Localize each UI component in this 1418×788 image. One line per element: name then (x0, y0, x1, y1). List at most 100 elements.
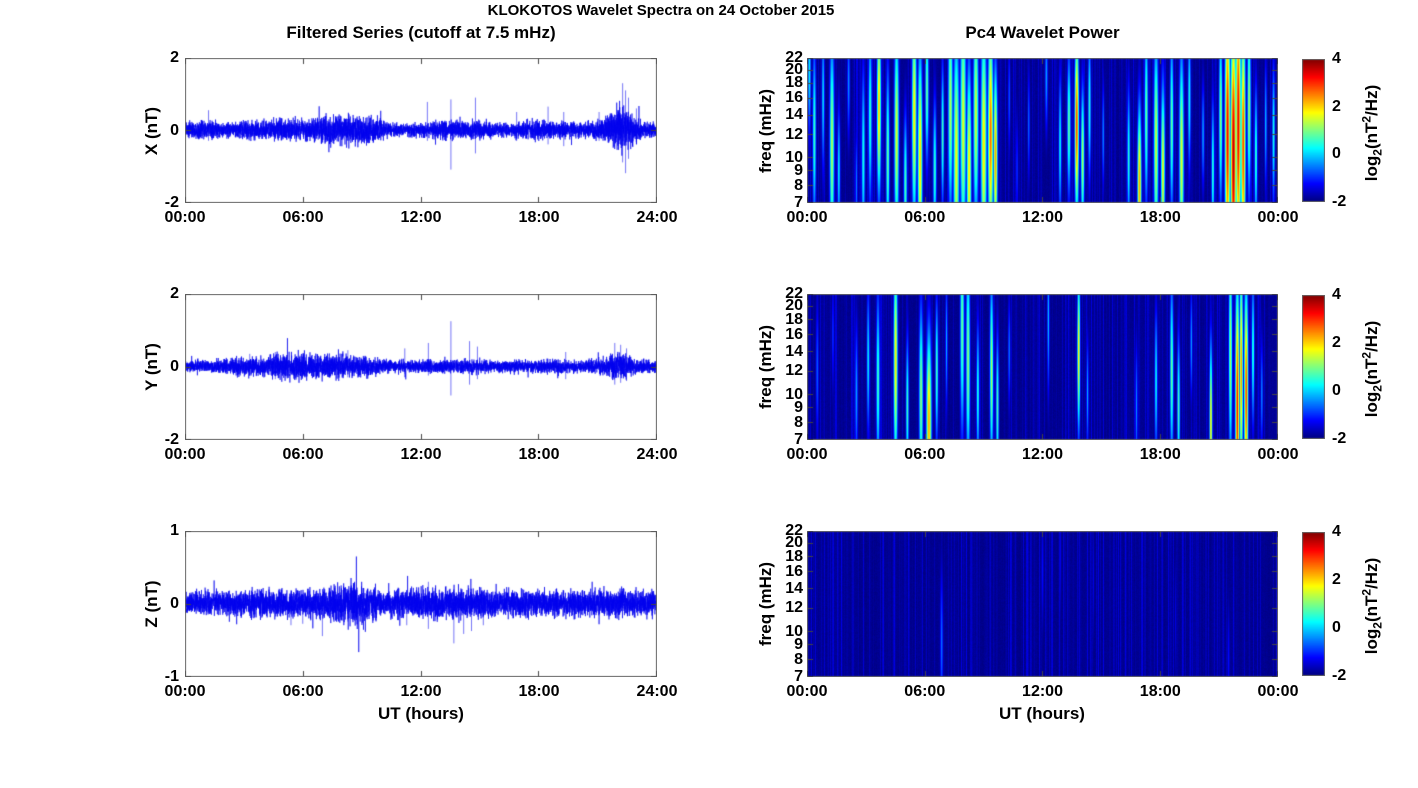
tick-label: 20 (785, 297, 803, 315)
tick-label: 18:00 (1139, 209, 1181, 226)
colorbar-z-canvas (1302, 532, 1325, 676)
tick-label: 00:00 (164, 209, 206, 226)
tick-label: 10 (785, 148, 803, 166)
tick-label: 9 (794, 398, 803, 416)
tick-label: 00:00 (786, 683, 828, 700)
tick-label: 00:00 (786, 209, 828, 226)
tick-label: 7 (794, 431, 803, 448)
tick-label: 24:00 (636, 446, 678, 463)
tick-label: 12 (785, 125, 803, 143)
tick-label: 2 (170, 285, 179, 302)
left-xaxis-label: UT (hours) (378, 704, 464, 723)
tick-label: -2 (1332, 430, 1347, 447)
z-wavelet-freq-label: freq (mHz) (756, 561, 775, 647)
tick-label: 2 (1332, 571, 1341, 588)
tick-label: 06:00 (904, 683, 946, 700)
z-wavelet-heatmap-canvas (807, 531, 1278, 677)
tick-label: 12 (785, 599, 803, 617)
tick-label: 8 (794, 650, 803, 668)
tick-label: 12:00 (400, 446, 442, 463)
y-wavelet-heatmap-canvas (807, 294, 1278, 440)
y-wavelet-freq-label: freq (mHz) (756, 324, 775, 410)
tick-label: -1 (164, 668, 179, 685)
tick-label: 7 (794, 194, 803, 211)
tick-label: 0 (1332, 145, 1341, 163)
right-xaxis-label: UT (hours) (999, 704, 1085, 723)
figure-title: KLOKOTOS Wavelet Spectra on 24 October 2… (487, 2, 835, 19)
tick-label: 18:00 (518, 683, 560, 700)
tick-label: 00:00 (1257, 446, 1299, 463)
tick-label: 0 (1332, 619, 1341, 636)
tick-label: 10 (785, 385, 803, 403)
colorbar-label: log2(nT2/Hz) (1359, 557, 1385, 655)
tick-label: 18 (785, 547, 803, 565)
tick-label: 7 (794, 668, 803, 685)
x-series-ylabel: X (nT) (142, 106, 161, 155)
tick-label: 12 (785, 362, 803, 380)
tick-label: -2 (1332, 193, 1347, 210)
tick-label: 00:00 (1257, 683, 1299, 700)
tick-label: 22 (785, 49, 803, 66)
tick-label: 00:00 (1257, 209, 1299, 226)
tick-label: 12:00 (1022, 683, 1063, 700)
tick-label: 16 (785, 562, 803, 580)
tick-label: 00:00 (164, 446, 206, 463)
tick-label: 2 (170, 49, 179, 66)
tick-label: 18:00 (1139, 446, 1181, 463)
z-filtered-series-canvas (185, 531, 657, 677)
tick-label: 4 (1332, 50, 1341, 67)
tick-label: -2 (164, 431, 179, 448)
tick-label: 8 (794, 413, 803, 431)
tick-label: 14 (785, 579, 803, 597)
tick-label: 18:00 (518, 209, 560, 226)
tick-label: 06:00 (282, 209, 324, 226)
tick-label: 9 (794, 162, 803, 180)
x-wavelet-heatmap-canvas (807, 58, 1278, 203)
tick-label: 10 (785, 622, 803, 640)
tick-label: 06:00 (282, 446, 324, 463)
tick-label: 2 (1332, 334, 1341, 351)
tick-label: 8 (794, 177, 803, 195)
y-filtered-series-canvas (185, 294, 657, 440)
tick-label: 16 (785, 325, 803, 343)
colorbar-y-canvas (1302, 295, 1325, 439)
colorbar-label: log2(nT2/Hz) (1359, 320, 1385, 418)
tick-label: 4 (1332, 286, 1341, 303)
tick-label: 0 (170, 595, 179, 612)
tick-label: -2 (1332, 667, 1347, 684)
tick-label: 00:00 (164, 683, 206, 700)
tick-label: 4 (1332, 523, 1341, 540)
tick-label: 12:00 (400, 683, 442, 700)
tick-label: 18:00 (1139, 683, 1181, 700)
tick-label: 2 (1332, 97, 1341, 115)
tick-label: 20 (785, 61, 803, 79)
tick-label: 0 (170, 358, 179, 375)
tick-label: 9 (794, 635, 803, 653)
right-column-title: Pc4 Wavelet Power (965, 23, 1120, 42)
colorbar-label: log2(nT2/Hz) (1359, 84, 1385, 181)
tick-label: 14 (785, 342, 803, 360)
tick-label: 14 (785, 106, 803, 124)
tick-label: 12:00 (1022, 446, 1063, 463)
tick-label: 18 (785, 310, 803, 328)
tick-label: 18:00 (518, 446, 560, 463)
tick-label: 24:00 (636, 683, 678, 700)
tick-label: 22 (785, 285, 803, 302)
tick-label: 1 (170, 522, 179, 539)
tick-label: 20 (785, 534, 803, 552)
tick-label: 0 (1332, 382, 1341, 399)
x-wavelet-freq-label: freq (mHz) (756, 88, 775, 173)
tick-label: 18 (785, 74, 803, 92)
colorbar-x-canvas (1302, 59, 1325, 202)
tick-label: 00:00 (786, 446, 828, 463)
tick-label: -2 (164, 194, 179, 211)
tick-label: 16 (785, 89, 803, 107)
tick-label: 12:00 (400, 209, 442, 226)
tick-label: 12:00 (1022, 209, 1063, 226)
x-filtered-series-canvas (185, 58, 657, 203)
tick-label: 0 (170, 121, 179, 139)
left-column-title: Filtered Series (cutoff at 7.5 mHz) (286, 23, 556, 42)
y-series-ylabel: Y (nT) (142, 343, 161, 391)
z-series-ylabel: Z (nT) (142, 580, 161, 628)
